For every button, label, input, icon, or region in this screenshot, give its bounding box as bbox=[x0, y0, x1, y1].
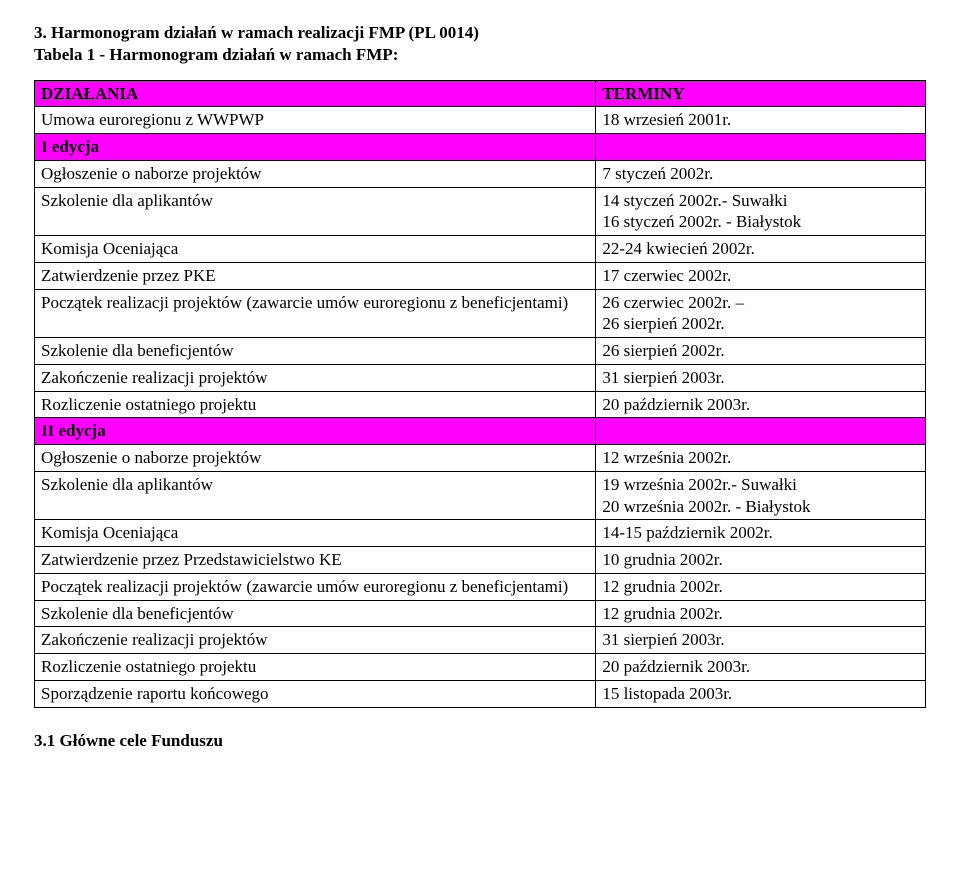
cell-date: 22-24 kwiecień 2002r. bbox=[596, 236, 926, 263]
table-row: Zatwierdzenie przez PKE17 czerwiec 2002r… bbox=[35, 262, 926, 289]
table-row: Komisja Oceniająca14-15 październik 2002… bbox=[35, 520, 926, 547]
cell-action: Zatwierdzenie przez Przedstawicielstwo K… bbox=[35, 547, 596, 574]
cell-date: 14-15 październik 2002r. bbox=[596, 520, 926, 547]
table-row: Szkolenie dla beneficjentów26 sierpień 2… bbox=[35, 338, 926, 365]
section-number-title: 3. Harmonogram działań w ramach realizac… bbox=[34, 22, 926, 44]
table-row: Sporządzenie raportu końcowego15 listopa… bbox=[35, 680, 926, 707]
cell-action: Szkolenie dla beneficjentów bbox=[35, 600, 596, 627]
cell-action: Komisja Oceniająca bbox=[35, 236, 596, 263]
cell-action: Szkolenie dla beneficjentów bbox=[35, 338, 596, 365]
cell-date: 19 września 2002r.- Suwałki 20 września … bbox=[596, 471, 926, 520]
cell-action: II edycja bbox=[35, 418, 596, 445]
cell-date: 10 grudnia 2002r. bbox=[596, 547, 926, 574]
cell-date: 14 styczeń 2002r.- Suwałki 16 styczeń 20… bbox=[596, 187, 926, 236]
cell-action: Komisja Oceniająca bbox=[35, 520, 596, 547]
table-section-row: I edycja bbox=[35, 134, 926, 161]
cell-action: Zakończenie realizacji projektów bbox=[35, 627, 596, 654]
cell-action: Sporządzenie raportu końcowego bbox=[35, 680, 596, 707]
cell-action: Ogłoszenie o naborze projektów bbox=[35, 160, 596, 187]
cell-date: 18 wrzesień 2001r. bbox=[596, 107, 926, 134]
cell-date: 7 styczeń 2002r. bbox=[596, 160, 926, 187]
table-row: Zatwierdzenie przez Przedstawicielstwo K… bbox=[35, 547, 926, 574]
table-row: Zakończenie realizacji projektów31 sierp… bbox=[35, 627, 926, 654]
table-caption: Tabela 1 - Harmonogram działań w ramach … bbox=[34, 44, 926, 66]
cell-action: Zakończenie realizacji projektów bbox=[35, 364, 596, 391]
cell-date: 31 sierpień 2003r. bbox=[596, 364, 926, 391]
table-row: Początek realizacji projektów (zawarcie … bbox=[35, 573, 926, 600]
table-row: Umowa euroregionu z WWPWP18 wrzesień 200… bbox=[35, 107, 926, 134]
cell-action: Początek realizacji projektów (zawarcie … bbox=[35, 573, 596, 600]
table-row: Ogłoszenie o naborze projektów12 wrześni… bbox=[35, 445, 926, 472]
cell-date bbox=[596, 134, 926, 161]
subsection-heading: 3.1 Główne cele Funduszu bbox=[34, 730, 926, 752]
cell-action: Zatwierdzenie przez PKE bbox=[35, 262, 596, 289]
table-row: Szkolenie dla aplikantów14 styczeń 2002r… bbox=[35, 187, 926, 236]
cell-action: I edycja bbox=[35, 134, 596, 161]
table-row: Szkolenie dla aplikantów19 września 2002… bbox=[35, 471, 926, 520]
cell-date: 15 listopada 2003r. bbox=[596, 680, 926, 707]
cell-date bbox=[596, 418, 926, 445]
table-row: Rozliczenie ostatniego projektu20 paździ… bbox=[35, 391, 926, 418]
cell-action: Szkolenie dla aplikantów bbox=[35, 471, 596, 520]
schedule-table: DZIAŁANIATERMINYUmowa euroregionu z WWPW… bbox=[34, 80, 926, 708]
table-row: Komisja Oceniająca22-24 kwiecień 2002r. bbox=[35, 236, 926, 263]
table-row: Rozliczenie ostatniego projektu20 paździ… bbox=[35, 654, 926, 681]
table-section-row: DZIAŁANIATERMINY bbox=[35, 80, 926, 107]
table-section-row: II edycja bbox=[35, 418, 926, 445]
cell-action: DZIAŁANIA bbox=[35, 80, 596, 107]
cell-date: 31 sierpień 2003r. bbox=[596, 627, 926, 654]
cell-date: 26 czerwiec 2002r. – 26 sierpień 2002r. bbox=[596, 289, 926, 338]
table-row: Ogłoszenie o naborze projektów7 styczeń … bbox=[35, 160, 926, 187]
table-row: Początek realizacji projektów (zawarcie … bbox=[35, 289, 926, 338]
cell-action: Rozliczenie ostatniego projektu bbox=[35, 391, 596, 418]
cell-date: 26 sierpień 2002r. bbox=[596, 338, 926, 365]
cell-action: Umowa euroregionu z WWPWP bbox=[35, 107, 596, 134]
cell-action: Ogłoszenie o naborze projektów bbox=[35, 445, 596, 472]
cell-date: 12 września 2002r. bbox=[596, 445, 926, 472]
cell-date: 17 czerwiec 2002r. bbox=[596, 262, 926, 289]
cell-date: TERMINY bbox=[596, 80, 926, 107]
table-row: Zakończenie realizacji projektów31 sierp… bbox=[35, 364, 926, 391]
cell-date: 20 październik 2003r. bbox=[596, 654, 926, 681]
cell-action: Szkolenie dla aplikantów bbox=[35, 187, 596, 236]
cell-date: 12 grudnia 2002r. bbox=[596, 600, 926, 627]
cell-date: 20 październik 2003r. bbox=[596, 391, 926, 418]
cell-date: 12 grudnia 2002r. bbox=[596, 573, 926, 600]
table-row: Szkolenie dla beneficjentów12 grudnia 20… bbox=[35, 600, 926, 627]
cell-action: Rozliczenie ostatniego projektu bbox=[35, 654, 596, 681]
cell-action: Początek realizacji projektów (zawarcie … bbox=[35, 289, 596, 338]
